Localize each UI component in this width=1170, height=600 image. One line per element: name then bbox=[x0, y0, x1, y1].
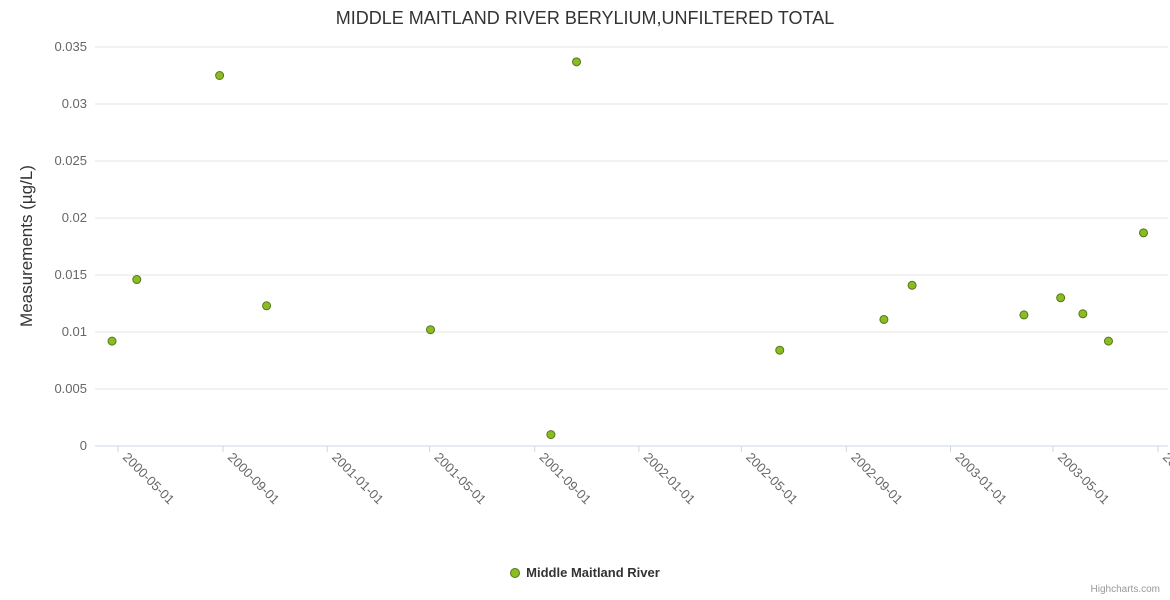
data-point[interactable] bbox=[1056, 293, 1066, 303]
legend-label: Middle Maitland River bbox=[526, 565, 660, 580]
data-point[interactable] bbox=[426, 325, 436, 335]
x-tick-label: 2000-09-01 bbox=[225, 450, 283, 508]
x-tick-label: 2001-01-01 bbox=[329, 450, 387, 508]
data-point[interactable] bbox=[1019, 310, 1029, 320]
y-tick-label: 0.025 bbox=[54, 153, 87, 168]
x-tick-label: 2002-05-01 bbox=[743, 450, 801, 508]
y-tick-label: 0.005 bbox=[54, 381, 87, 396]
data-point[interactable] bbox=[1103, 336, 1113, 346]
x-tick-label: 2000-05-01 bbox=[120, 450, 178, 508]
data-point[interactable] bbox=[132, 275, 142, 285]
x-tick-label: 2003-05-01 bbox=[1055, 450, 1113, 508]
x-tick-label: 2001-05-01 bbox=[432, 450, 490, 508]
data-point[interactable] bbox=[572, 57, 582, 67]
y-tick-label: 0.015 bbox=[54, 267, 87, 282]
data-point[interactable] bbox=[1078, 309, 1088, 319]
data-point[interactable] bbox=[1138, 228, 1148, 238]
x-tick-label: 2002-09-01 bbox=[848, 450, 906, 508]
data-point[interactable] bbox=[879, 314, 889, 324]
y-tick-label: 0.03 bbox=[62, 96, 87, 111]
data-point[interactable] bbox=[907, 280, 917, 290]
data-point[interactable] bbox=[107, 336, 117, 346]
data-point[interactable] bbox=[775, 345, 785, 355]
y-tick-label: 0.02 bbox=[62, 210, 87, 225]
x-tick-label: 2003-09-01 bbox=[1160, 450, 1170, 508]
y-tick-label: 0 bbox=[80, 438, 87, 453]
highcharts-credits[interactable]: Highcharts.com bbox=[1090, 584, 1160, 595]
y-tick-label: 0.01 bbox=[62, 324, 87, 339]
data-point[interactable] bbox=[546, 430, 556, 440]
y-tick-label: 0.035 bbox=[54, 39, 87, 54]
legend-marker-icon bbox=[510, 567, 521, 578]
data-point[interactable] bbox=[215, 71, 225, 80]
legend[interactable]: Middle Maitland River bbox=[0, 565, 1170, 580]
chart-title: MIDDLE MAITLAND RIVER BERYLIUM,UNFILTERE… bbox=[335, 8, 835, 28]
x-tick-label: 2001-09-01 bbox=[537, 450, 595, 508]
data-point[interactable] bbox=[262, 301, 272, 311]
x-tick-label: 2003-01-01 bbox=[952, 450, 1010, 508]
x-tick-label: 2002-01-01 bbox=[641, 450, 699, 508]
